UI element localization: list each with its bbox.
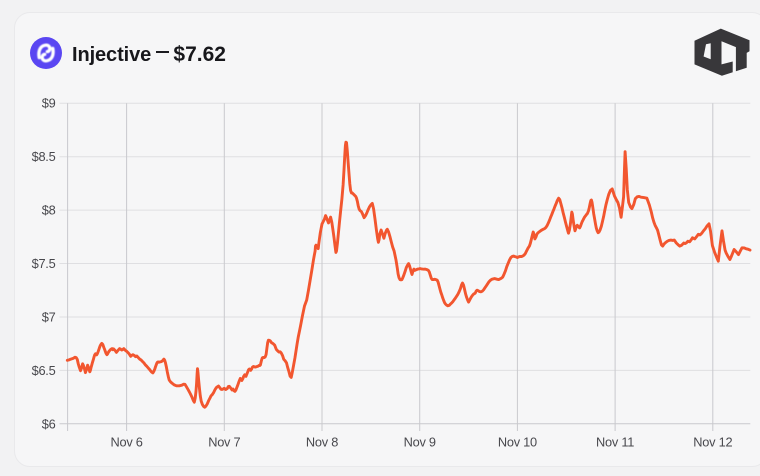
svg-text:Nov 7: Nov 7 — [208, 435, 240, 450]
svg-text:$7: $7 — [42, 310, 56, 325]
svg-text:Nov 12: Nov 12 — [693, 435, 732, 450]
svg-text:$8: $8 — [42, 203, 56, 218]
svg-text:Nov 11: Nov 11 — [596, 435, 634, 450]
svg-text:$7.5: $7.5 — [32, 256, 56, 271]
svg-text:$9: $9 — [42, 96, 56, 111]
svg-text:Nov 6: Nov 6 — [111, 435, 143, 450]
svg-text:Nov 10: Nov 10 — [498, 435, 537, 450]
svg-text:$6.5: $6.5 — [32, 363, 56, 378]
svg-text:$8.5: $8.5 — [32, 149, 56, 164]
svg-text:$6: $6 — [42, 416, 56, 431]
svg-text:Nov 9: Nov 9 — [404, 435, 436, 450]
svg-text:Nov 8: Nov 8 — [306, 435, 338, 450]
